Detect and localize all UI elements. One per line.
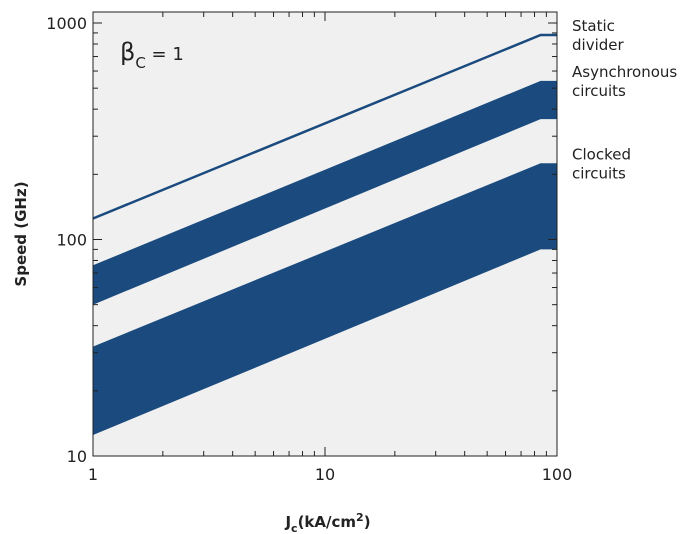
x-title-close: ): [364, 513, 371, 531]
series-label-2-0: Clocked: [572, 145, 631, 163]
x-title-rest: (kA/cm: [298, 513, 356, 531]
x-title-sup: 2: [356, 511, 364, 524]
y-tick-label: 100: [56, 231, 87, 250]
series-label-0-1: divider: [572, 36, 624, 54]
series-label-1-1: circuits: [572, 82, 626, 100]
series-label-2-1: circuits: [572, 164, 626, 182]
beta-symbol: β: [120, 38, 135, 66]
beta-subscript: C: [135, 54, 145, 72]
x-tick-label: 1: [88, 465, 98, 484]
series-line-0: [92, 33, 557, 220]
series-labels: StaticdividerAsynchronouscircuitsClocked…: [572, 17, 677, 182]
chart-marks: [92, 33, 557, 436]
beta-value: = 1: [146, 44, 184, 65]
series-band-1: [93, 80, 557, 305]
x-title-sub: c: [291, 522, 298, 534]
y-tick-label: 1000: [46, 14, 87, 33]
series-label-1-0: Asynchronous: [572, 63, 677, 81]
series-band-2: [93, 163, 557, 436]
y-tick-label: 10: [67, 447, 87, 466]
y-axis-title: Speed (GHz): [12, 181, 30, 286]
series-label-0-0: Static: [572, 17, 615, 35]
x-tick-label: 10: [315, 465, 335, 484]
x-tick-label: 100: [542, 465, 573, 484]
beta-annotation: βC = 1: [120, 38, 184, 72]
x-axis-title: Jc(kA/cm2): [284, 511, 370, 534]
x-title-main: J: [284, 513, 291, 531]
